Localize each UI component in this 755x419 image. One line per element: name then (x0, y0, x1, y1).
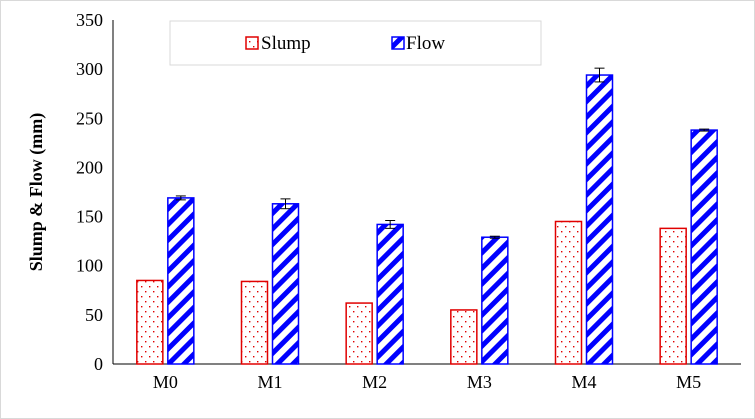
bar-slump-m2 (345, 302, 373, 365)
bar-flow-m1 (271, 203, 300, 365)
y-tick-label: 200 (76, 157, 103, 177)
bar-flow-m3 (481, 236, 509, 365)
bar-flow-m2 (376, 223, 404, 365)
x-tick-label: M2 (362, 372, 387, 392)
y-tick-label: 350 (76, 10, 103, 30)
bar-flow-m5 (690, 129, 718, 365)
legend-swatch-slump (245, 36, 259, 50)
bar-flow-m4 (585, 74, 614, 365)
legend-box (169, 20, 542, 66)
y-axis-title: Slump & Flow (mm) (26, 113, 47, 272)
bar-slump-m4 (554, 220, 583, 365)
bar-slump-m1 (240, 280, 269, 365)
bar-flow-m0 (167, 197, 195, 365)
x-axis-ticks: M0 M1 M2 M3 M4 M5 (153, 372, 701, 392)
y-tick-label: 100 (76, 256, 103, 276)
legend-swatch-flow (391, 36, 405, 50)
bar-slump-m0 (136, 279, 164, 365)
y-tick-label: 150 (76, 207, 103, 227)
legend-label-flow: Flow (406, 33, 445, 54)
bar-slump-m3 (450, 309, 478, 365)
y-axis-ticks: 0 50 100 150 200 250 300 350 (76, 10, 103, 374)
x-tick-label: M1 (257, 372, 282, 392)
y-tick-label: 0 (94, 354, 103, 374)
x-tick-label: M5 (676, 372, 701, 392)
bar-slump-m5 (659, 227, 687, 365)
y-tick-label: 50 (85, 305, 103, 325)
y-tick-label: 250 (76, 108, 103, 128)
y-tick-label: 300 (76, 59, 103, 79)
x-tick-label: M3 (467, 372, 492, 392)
legend: Slump Flow (169, 20, 542, 66)
x-tick-label: M0 (153, 372, 178, 392)
x-tick-label: M4 (571, 372, 596, 392)
legend-label-slump: Slump (261, 33, 311, 54)
bars-group (136, 67, 718, 365)
